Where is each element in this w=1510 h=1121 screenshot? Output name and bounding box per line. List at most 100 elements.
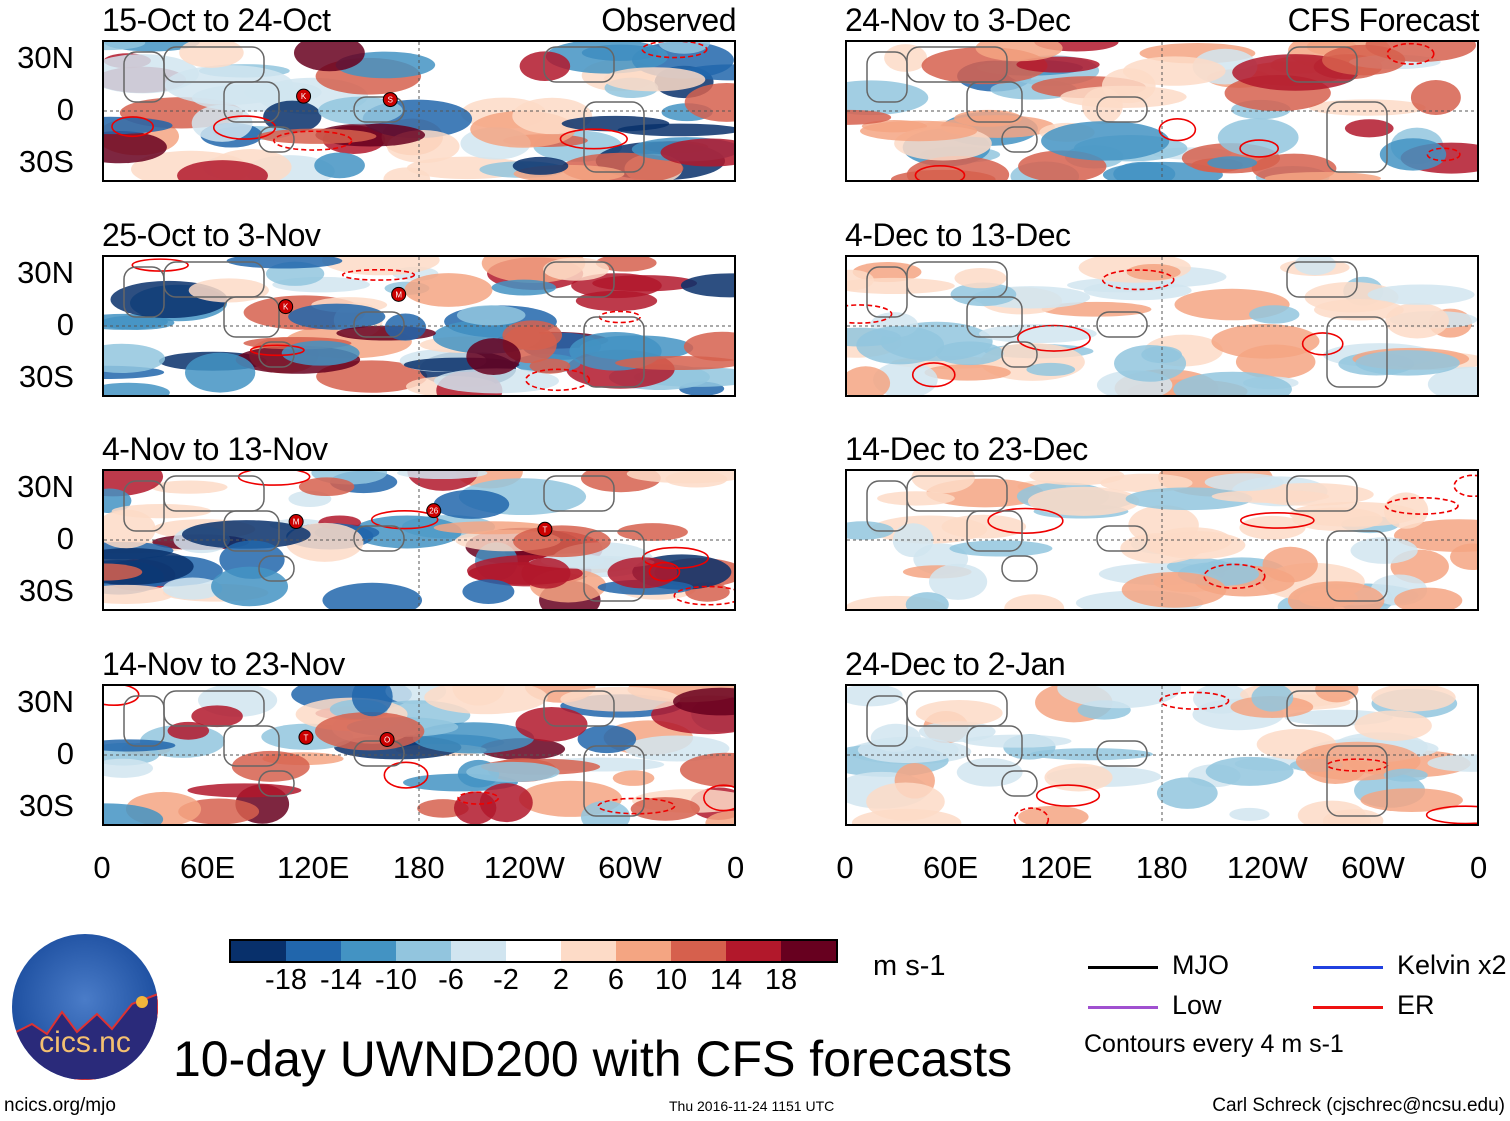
lon-label: 120E [276, 850, 350, 885]
wind-anomaly-blob [104, 803, 164, 824]
wind-anomaly-blob [1350, 537, 1418, 564]
er-contour [237, 471, 311, 486]
coastline [1286, 690, 1358, 727]
colorbar-tick: 6 [607, 964, 625, 996]
coastline [1326, 316, 1388, 388]
er-contour [525, 368, 591, 392]
lat-label: 30N [17, 255, 74, 290]
wind-anomaly-blob [684, 83, 734, 122]
er-contour [111, 116, 155, 138]
wind-anomaly-blob [491, 279, 557, 296]
lon-label: 120W [1226, 850, 1308, 885]
wind-anomaly-blob [314, 152, 365, 179]
coastline [866, 51, 908, 103]
wind-anomaly-blob [404, 273, 493, 307]
er-contour [559, 128, 628, 150]
wind-anomaly-blob [104, 758, 154, 778]
wind-anomaly-blob [1016, 56, 1100, 73]
wind-anomaly-blob [905, 592, 949, 609]
wind-anomaly-blob [512, 156, 569, 175]
wind-anomaly-blob [683, 331, 734, 362]
coastline [583, 745, 645, 817]
coastline [1001, 341, 1038, 368]
wind-anomaly-blob [1427, 366, 1477, 395]
er-contour [1203, 563, 1266, 589]
lon-label: 0 [726, 850, 745, 885]
wind-anomaly-blob [1081, 87, 1123, 125]
coastline [1096, 311, 1148, 338]
er-contour [1035, 784, 1101, 807]
er-contour [703, 784, 734, 812]
wind-anomaly-blob [104, 382, 170, 395]
er-contour [457, 791, 500, 805]
map-panel [845, 40, 1479, 182]
wind-anomaly-blob [424, 686, 548, 715]
wind-anomaly-blob [1114, 344, 1187, 382]
colorbar-swatch [671, 941, 726, 961]
wind-anomaly-blob [847, 80, 929, 116]
wind-anomaly-blob [191, 104, 253, 142]
wind-anomaly-blob [104, 315, 175, 330]
coastline [353, 311, 405, 338]
coastline [258, 770, 295, 797]
wind-anomaly-blob [1365, 42, 1477, 62]
coastline [866, 266, 908, 318]
wind-anomaly-blob [580, 800, 631, 824]
wind-anomaly-blob [877, 491, 955, 506]
map-panel [845, 469, 1479, 611]
coastline [966, 510, 1023, 552]
er-contour [104, 686, 140, 707]
wind-anomaly-blob [433, 368, 559, 394]
column-label: CFS Forecast [1287, 2, 1480, 38]
wind-anomaly-blob [1211, 324, 1320, 359]
storm-marker: O [379, 732, 395, 748]
wind-anomaly-blob [1100, 473, 1193, 493]
wind-anomaly-blob [1393, 519, 1477, 552]
coastline [163, 46, 265, 83]
lat-label: 0 [56, 521, 74, 556]
colorbar-swatch [396, 941, 451, 961]
legend-label: Low [1172, 990, 1222, 1020]
wind-anomaly-blob [545, 42, 669, 74]
wind-anomaly-blob [1427, 754, 1477, 772]
lon-label: 180 [1135, 850, 1188, 885]
wind-anomaly-blob [187, 783, 302, 798]
lon-label: 0 [93, 850, 111, 885]
wind-anomaly-blob [281, 340, 360, 366]
wind-anomaly-blob [1354, 710, 1432, 741]
coastline [353, 525, 405, 552]
er-contour [1425, 805, 1477, 824]
wind-anomaly-blob [603, 67, 706, 92]
lat-label: 0 [56, 736, 74, 771]
wind-anomaly-blob [1041, 121, 1170, 161]
coastline [353, 96, 405, 123]
wind-anomaly-blob [1322, 809, 1371, 824]
wind-anomaly-blob [956, 758, 1023, 787]
wind-anomaly-blob [617, 523, 688, 541]
wind-anomaly-blob [954, 267, 1007, 289]
storm-label: K [283, 303, 289, 312]
lon-label: 60E [180, 850, 236, 885]
coastline [1096, 740, 1148, 767]
footer-url: ncics.org/mjo [4, 1095, 116, 1116]
wind-anomaly-blob [1204, 473, 1284, 491]
wind-anomaly-blob [433, 489, 510, 519]
wind-anomaly-blob [560, 686, 681, 712]
wind-anomaly-blob [456, 305, 526, 326]
wind-anomaly-blob [298, 477, 355, 497]
colorbar-swatch [341, 941, 396, 961]
wind-anomaly-blob [915, 699, 1003, 726]
wind-anomaly-blob [1026, 362, 1076, 377]
wind-anomaly-blob [211, 566, 289, 607]
contour-note: Contours every 4 m s-1 [1084, 1030, 1344, 1058]
wind-anomaly-blob [1121, 571, 1227, 608]
wind-anomaly-blob [856, 325, 945, 365]
wind-anomaly-blob [1120, 532, 1202, 564]
wind-anomaly-blob [1217, 118, 1299, 157]
wind-anomaly-blob [949, 540, 1053, 557]
storm-label: 26 [429, 507, 438, 516]
wind-anomaly-blob [384, 313, 427, 341]
wind-anomaly-blob [1156, 777, 1218, 809]
